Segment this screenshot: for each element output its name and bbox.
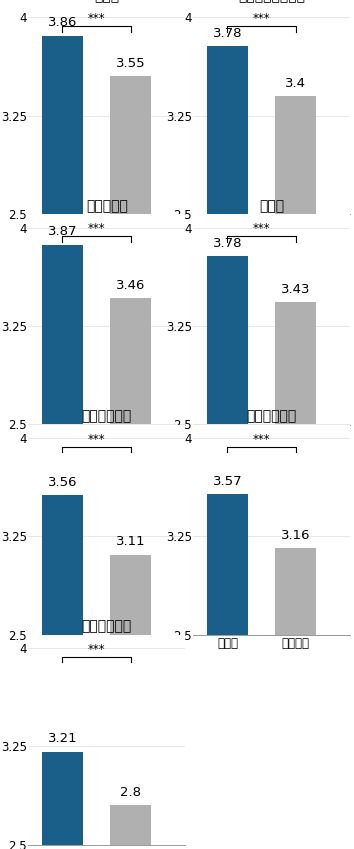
Text: ***: *** (253, 12, 270, 25)
Text: ***: *** (253, 222, 270, 235)
Text: ***: *** (88, 643, 105, 655)
Text: 3.87: 3.87 (48, 225, 77, 239)
Bar (110, 298, 151, 424)
Text: 3.86: 3.86 (48, 16, 77, 30)
Text: 3.78: 3.78 (213, 27, 242, 40)
Text: 3.78: 3.78 (213, 237, 242, 250)
Title: 証拠の重視: 証拠の重視 (86, 200, 128, 213)
Bar (207, 494, 248, 634)
Title: 客観性: 客観性 (259, 200, 285, 213)
Bar (207, 256, 248, 424)
Title: 考えの深め方: 考えの深め方 (82, 620, 132, 633)
Bar (42, 496, 83, 634)
Text: ***: *** (88, 222, 105, 235)
Title: 探求心: 探求心 (94, 0, 119, 3)
Text: 3.4: 3.4 (285, 77, 306, 90)
Text: 3.55: 3.55 (116, 57, 145, 70)
Bar (275, 96, 316, 214)
Text: 3.21: 3.21 (48, 732, 77, 745)
Bar (110, 554, 151, 634)
Title: 意見の聞き方: 意見の聞き方 (247, 409, 297, 424)
Title: 論理的思考の自覚: 論理的思考の自覚 (238, 0, 306, 3)
Text: 3.57: 3.57 (213, 475, 242, 488)
Bar (42, 751, 83, 845)
Text: ***: *** (88, 12, 105, 25)
Bar (110, 76, 151, 214)
Text: ***: *** (88, 432, 105, 446)
Bar (275, 548, 316, 634)
Bar (207, 46, 248, 214)
Title: 授業の受け方: 授業の受け方 (82, 409, 132, 424)
Bar (110, 806, 151, 845)
Text: 3.11: 3.11 (116, 535, 145, 548)
Text: ***: *** (253, 432, 270, 446)
Bar (275, 302, 316, 424)
Text: 3.56: 3.56 (48, 476, 77, 489)
Text: 3.16: 3.16 (281, 529, 310, 542)
Bar (42, 36, 83, 214)
Text: 3.46: 3.46 (116, 279, 145, 292)
Bar (42, 245, 83, 424)
Text: 3.43: 3.43 (281, 283, 310, 296)
Text: 2.8: 2.8 (120, 786, 141, 799)
